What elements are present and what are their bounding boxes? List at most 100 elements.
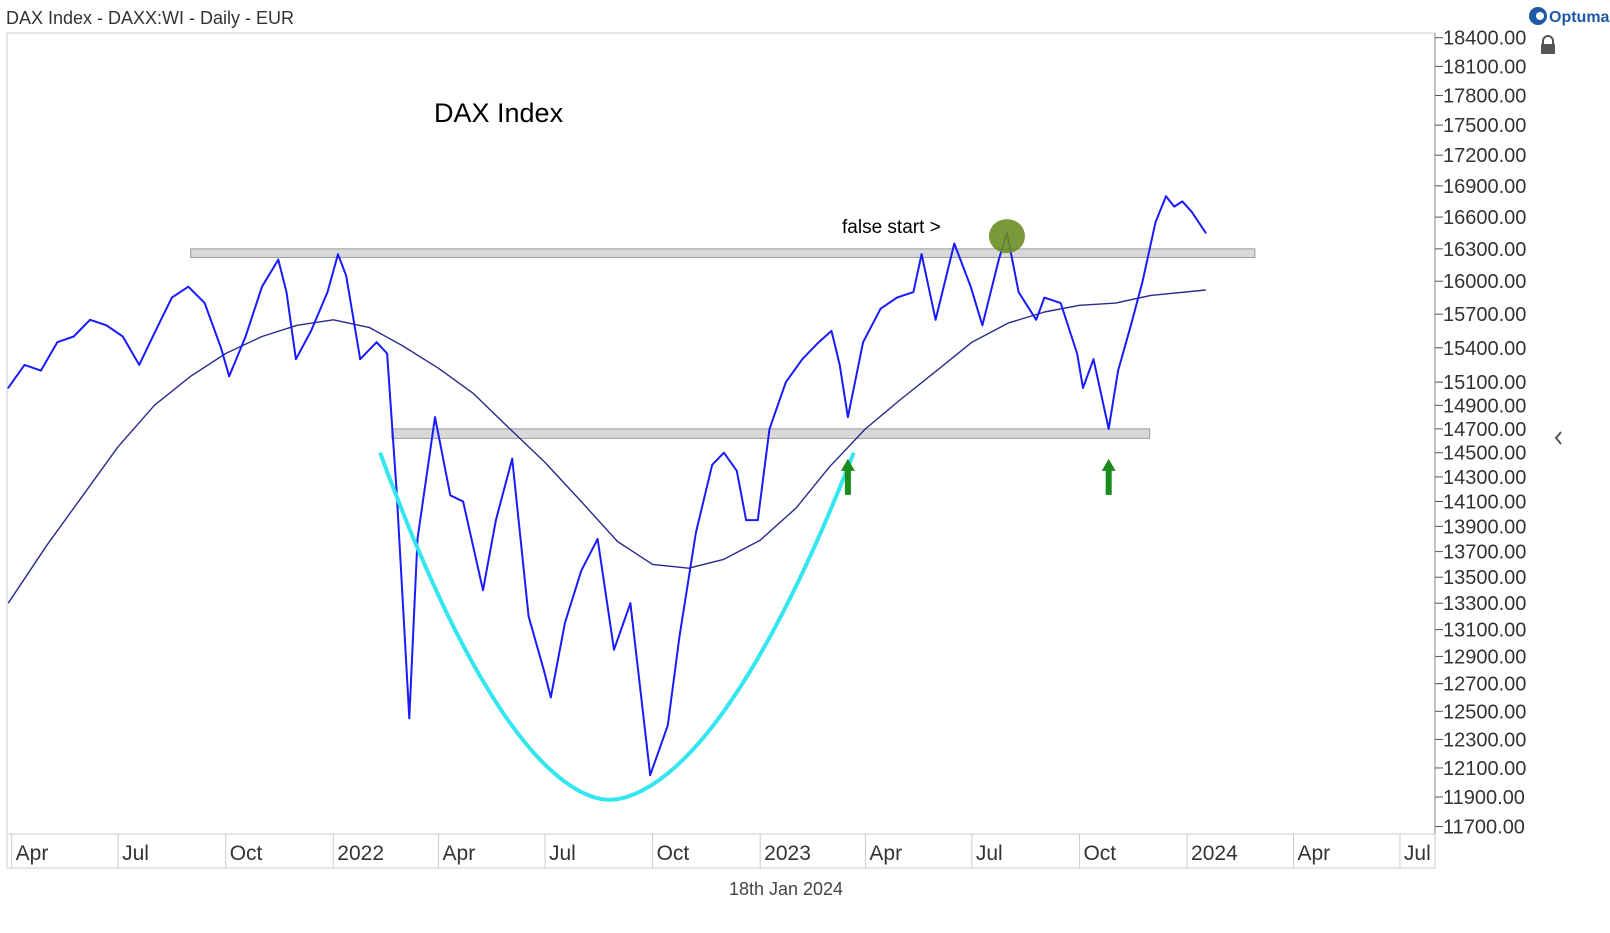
price-point [1190, 211, 1193, 213]
price-point [326, 291, 329, 293]
price-point [550, 696, 552, 699]
x-tick-label: Apr [1297, 842, 1330, 865]
price-point [817, 341, 820, 343]
optuma-logo: Optuma [1529, 7, 1610, 26]
price-point [1154, 221, 1157, 224]
x-tick-label: Jul [976, 842, 1003, 865]
price-point [695, 531, 697, 534]
x-tick-label: Oct [1083, 842, 1116, 865]
support-bands [190, 248, 1256, 439]
price-point [310, 330, 312, 332]
y-tick-label: 18100.00 [1443, 56, 1526, 78]
cup-arc [378, 451, 856, 802]
price-point [678, 635, 681, 638]
cup-arc-group [378, 451, 856, 802]
price-point [1107, 428, 1110, 430]
price-point [847, 416, 849, 418]
price-point [495, 519, 497, 521]
price-point [449, 494, 452, 497]
price-point [295, 358, 297, 360]
price-point [261, 285, 263, 288]
x-tick-label: Jul [122, 842, 149, 865]
moving-average-group [7, 289, 1206, 604]
price-point [1130, 324, 1132, 327]
price-point [285, 291, 288, 293]
y-tick-label: 12700.00 [1443, 674, 1526, 696]
price-point [23, 364, 26, 366]
y-tick-label: 12500.00 [1443, 701, 1526, 723]
x-axis-ticks: Apr Jul Oct 2022 Apr Jul Oct 2023 Apr Jul Oct 2024 A… [11, 834, 1431, 868]
y-tick-label: 17200.00 [1443, 145, 1526, 167]
y-tick-label: 14700.00 [1443, 419, 1526, 441]
price-point [244, 335, 247, 338]
price-point [564, 622, 566, 624]
price-point [105, 324, 108, 327]
price-point [277, 258, 280, 261]
lock-icon[interactable] [1540, 35, 1556, 54]
y-tick-label: 14100.00 [1443, 491, 1526, 513]
price-point [375, 341, 378, 343]
price-point [337, 253, 339, 256]
price-point [801, 358, 804, 360]
price-point [969, 285, 972, 288]
collapse-panel-icon[interactable] [1554, 431, 1562, 445]
price-point [1017, 291, 1020, 293]
y-tick-label: 13900.00 [1443, 516, 1526, 538]
price-point [359, 358, 361, 360]
chart-title: DAX Index [434, 98, 564, 128]
price-point [912, 291, 915, 293]
y-tick-label: 15100.00 [1443, 372, 1526, 394]
price-point [997, 258, 1000, 261]
false-start-label: false start > [842, 217, 941, 238]
price-point [40, 369, 42, 372]
y-tick-label: 14300.00 [1443, 467, 1526, 489]
x-axis-frame [6, 833, 1436, 869]
green-arrow-shape [1101, 458, 1116, 495]
y-tick-label: 14500.00 [1443, 443, 1526, 465]
price-point [408, 717, 411, 720]
price-point [1059, 302, 1062, 304]
price-point [72, 335, 75, 338]
price-point [838, 364, 841, 366]
price-point [7, 387, 9, 389]
x-tick-label: Jul [1404, 842, 1431, 865]
price-point [56, 341, 59, 343]
price-line [7, 195, 1207, 777]
y-tick-label: 11900.00 [1443, 787, 1525, 809]
price-point [1181, 200, 1184, 203]
x-tick-label: Jul [549, 842, 576, 865]
price-point [981, 324, 984, 327]
x-tick-label: Oct [657, 842, 690, 865]
y-tick-label: 13500.00 [1443, 567, 1526, 589]
price-point [711, 463, 714, 466]
x-tick-label: Apr [16, 842, 49, 865]
price-point [896, 296, 898, 299]
green-arrow-shape [840, 458, 855, 495]
x-tick-label: 2023 [764, 842, 811, 865]
price-point [345, 274, 347, 277]
y-tick-label: 13700.00 [1443, 542, 1526, 564]
price-point [1092, 358, 1095, 360]
price-point [757, 519, 759, 521]
price-point [511, 457, 514, 460]
price-point [434, 416, 436, 418]
price-point [543, 669, 545, 671]
price-point [953, 242, 956, 245]
price-point [830, 330, 833, 332]
price-point [203, 302, 206, 304]
y-tick-label: 11700.00 [1443, 817, 1525, 839]
green-arrow-icon-1 [840, 458, 855, 495]
footer-date: 18th Jan 2024 [729, 879, 843, 899]
price-point [785, 381, 787, 383]
price-point [1117, 369, 1119, 372]
price-point [1035, 318, 1037, 321]
y-tick-label: 16000.00 [1443, 271, 1526, 293]
price-point [1173, 205, 1175, 208]
price-point [171, 296, 173, 299]
price-point [596, 538, 599, 540]
price-point [1043, 296, 1046, 299]
x-tick-label: Oct [230, 842, 263, 865]
price-point [138, 364, 140, 366]
